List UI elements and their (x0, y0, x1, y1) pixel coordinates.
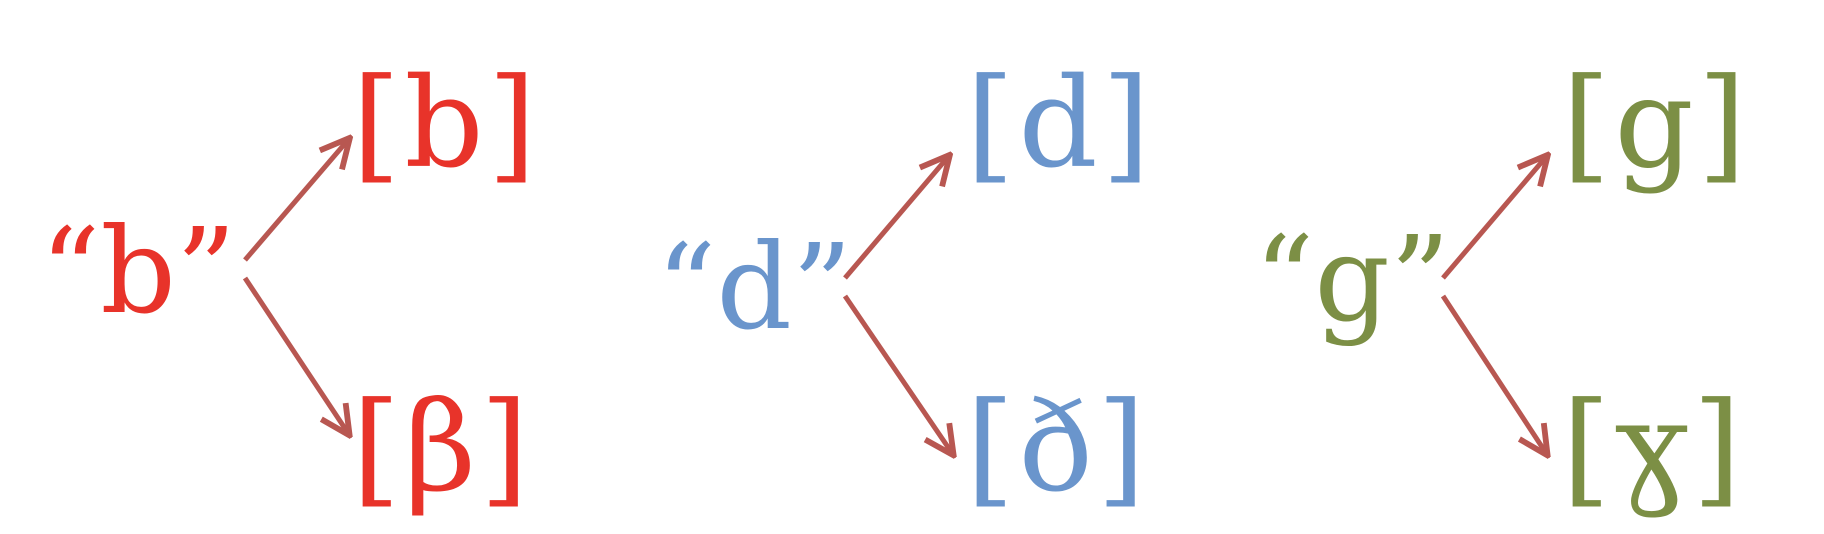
arrow-g-down (1440, 294, 1546, 453)
source-letter-b: “b” (40, 202, 237, 340)
arrow-d-down (842, 294, 952, 453)
output-b-stop: [b] (352, 52, 541, 196)
source-letter-g: “g” (1254, 210, 1451, 348)
arrow-b-up (243, 140, 348, 262)
output-d-fricative: [ð] (966, 376, 1150, 520)
source-letter-d: “d” (656, 218, 853, 356)
output-b-fricative: [β] (352, 376, 533, 520)
output-d-stop: [d] (966, 52, 1155, 196)
arrow-b-down (242, 276, 348, 433)
arrow-g-up (1441, 157, 1546, 280)
output-g-fricative: [ɣ] (1562, 376, 1746, 520)
arrow-d-up (843, 157, 948, 280)
output-g-stop: [g] (1562, 52, 1751, 196)
